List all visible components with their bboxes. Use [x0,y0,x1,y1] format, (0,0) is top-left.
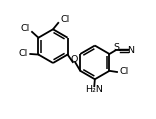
Text: Cl: Cl [120,67,129,77]
Text: N: N [127,46,134,55]
Text: Cl: Cl [60,15,70,25]
Text: O: O [70,55,78,64]
Text: S: S [113,43,119,52]
Text: H₂N: H₂N [85,85,103,94]
Text: Cl: Cl [18,50,27,58]
Text: Cl: Cl [20,25,29,33]
